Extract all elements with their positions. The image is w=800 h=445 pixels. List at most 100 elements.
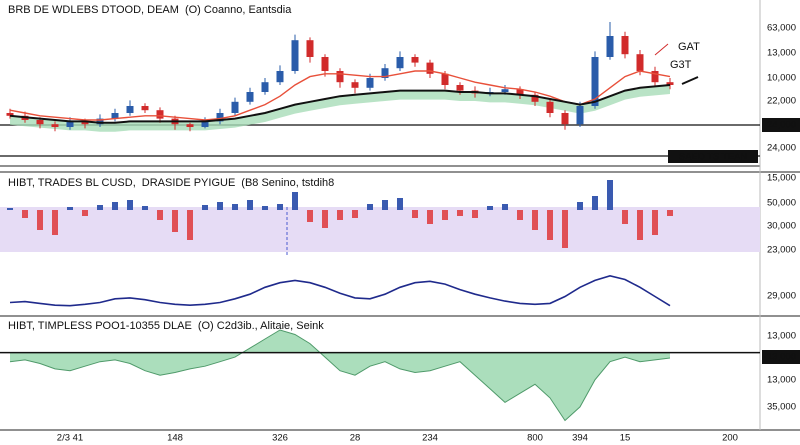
candle-body	[621, 36, 629, 55]
axis-label: 24,000	[767, 120, 796, 131]
histogram-bar	[262, 206, 268, 210]
histogram-bar	[67, 207, 73, 210]
axis-label: 22,000	[767, 96, 796, 107]
x-tick-label: 15	[620, 433, 631, 444]
panel-subtitle: (O) C2d3ib., Alitaie, Seink	[198, 320, 324, 332]
pointer	[681, 76, 699, 85]
axis-label: 23,000	[767, 245, 796, 256]
histogram-bar	[112, 202, 118, 210]
x-tick-label: 2/3 41	[57, 433, 83, 444]
candle-body	[111, 113, 119, 119]
axis-label: 24,000	[767, 143, 796, 154]
annotation: GAT	[678, 41, 700, 53]
candle-body	[396, 57, 404, 69]
candle-body	[321, 57, 329, 71]
annotation: SAED TS TEAN	[679, 152, 747, 163]
candle-body	[651, 71, 659, 83]
candle-body	[546, 101, 554, 113]
candle-body	[156, 110, 164, 119]
histogram-bar	[52, 210, 58, 235]
histogram-bar	[397, 198, 403, 210]
band-fill	[10, 85, 670, 132]
histogram-bar	[277, 204, 283, 210]
histogram-bar	[637, 210, 643, 240]
candle-body	[516, 89, 524, 95]
histogram-bar	[622, 210, 628, 224]
candle-body	[336, 71, 344, 83]
histogram-bar	[367, 204, 373, 210]
candle-body	[561, 113, 569, 125]
histogram-bar	[472, 210, 478, 218]
axis-label: 13,000	[767, 331, 796, 342]
histogram-bar	[532, 210, 538, 230]
candle-body	[6, 113, 14, 116]
histogram-bar	[307, 210, 313, 222]
candle-body	[261, 82, 269, 92]
annotation-box	[668, 150, 758, 163]
candle-body	[351, 82, 359, 88]
candle-body	[186, 124, 194, 127]
x-tick-label: 234	[422, 433, 438, 444]
candle-body	[606, 36, 614, 57]
candle-body	[276, 71, 284, 83]
candle-body	[306, 40, 314, 57]
candle-body	[291, 40, 299, 71]
shaded-band	[0, 207, 760, 252]
panel-subtitle: DRASIDE PYIGUE	[142, 177, 236, 189]
histogram-bar	[7, 208, 13, 210]
candle-body	[201, 121, 209, 127]
axis-label: 29,000	[767, 291, 796, 302]
axis-label: -13,000	[764, 352, 796, 363]
histogram-bar	[382, 200, 388, 210]
candle-body	[216, 113, 224, 122]
candle-body	[246, 92, 254, 102]
histogram-bar	[502, 204, 508, 210]
panel-title: BRB DE WDLEBS DTOOD, DEAM	[8, 4, 179, 16]
axis-label: 13,000	[767, 48, 796, 59]
panel-title: HIBT, TIMPLESS POO1-10355 DLAE	[8, 320, 192, 332]
histogram-bar	[127, 200, 133, 210]
candle-body	[636, 54, 644, 71]
histogram-bar	[412, 210, 418, 218]
histogram-bar	[562, 210, 568, 248]
candle-body	[666, 82, 674, 85]
candle-body	[231, 101, 239, 113]
candle-body	[426, 62, 434, 74]
histogram-bar	[487, 206, 493, 210]
histogram-bar	[442, 210, 448, 220]
label-box	[762, 350, 800, 364]
label-box	[762, 118, 800, 132]
histogram-bar	[457, 210, 463, 216]
axis-label: 30,000	[767, 221, 796, 232]
axis-label: 15,000	[767, 173, 796, 184]
candle-body	[531, 94, 539, 102]
candle-body	[411, 57, 419, 63]
candle-body	[441, 73, 449, 85]
axis-label: 50,000	[767, 198, 796, 209]
x-tick-label: 394	[572, 433, 588, 444]
panel-note: (B8 Senino, tstdih8	[241, 177, 334, 189]
histogram-bar	[247, 200, 253, 210]
histogram-bar	[22, 210, 28, 218]
histogram-bar	[517, 210, 523, 220]
histogram-bar	[217, 202, 223, 210]
histogram-bar	[82, 210, 88, 216]
histogram-bar	[652, 210, 658, 235]
candle-body	[366, 78, 374, 88]
panel-subtitle: (O) Coanno, Eantsdia	[185, 4, 292, 16]
axis-label: 10,000	[767, 73, 796, 84]
histogram-bar	[232, 204, 238, 210]
candle-body	[51, 124, 59, 127]
area-line	[9, 329, 671, 422]
candle-body	[456, 85, 464, 91]
histogram-bar	[292, 192, 298, 210]
histogram-bar	[157, 210, 163, 220]
candle-body	[36, 120, 44, 125]
candle-body	[576, 106, 584, 125]
x-tick-label: 200	[722, 433, 738, 444]
histogram-bar	[142, 206, 148, 210]
histogram-bar	[97, 205, 103, 210]
axis-label: 63,000	[767, 23, 796, 34]
x-tick-label: 28	[350, 433, 361, 444]
